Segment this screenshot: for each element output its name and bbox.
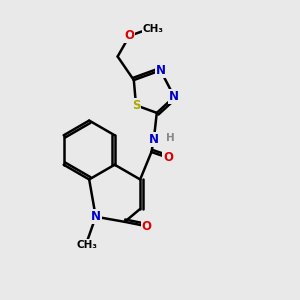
Text: S: S — [132, 99, 140, 112]
Text: H: H — [166, 133, 174, 143]
Text: O: O — [163, 151, 173, 164]
Text: N: N — [91, 210, 101, 223]
Text: N: N — [149, 133, 159, 146]
Text: N: N — [155, 64, 166, 77]
Text: N: N — [169, 90, 179, 103]
Text: O: O — [142, 220, 152, 233]
Text: CH₃: CH₃ — [76, 240, 98, 250]
Text: O: O — [124, 29, 134, 42]
Text: CH₃: CH₃ — [142, 23, 164, 34]
